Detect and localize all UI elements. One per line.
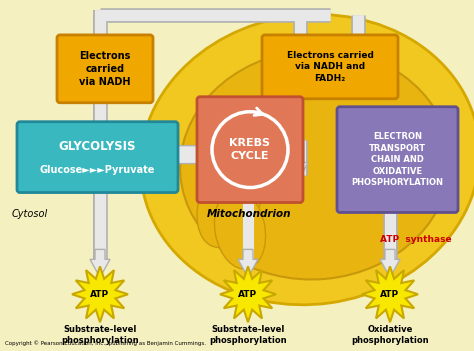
Text: Glucose►►►Pyruvate: Glucose►►►Pyruvate (40, 165, 155, 174)
Text: ATP: ATP (91, 290, 109, 299)
Text: ATP  synthase: ATP synthase (380, 235, 452, 244)
Polygon shape (72, 266, 128, 322)
Ellipse shape (197, 152, 263, 247)
FancyBboxPatch shape (17, 122, 178, 193)
Text: Substrate-level
phosphorylation: Substrate-level phosphorylation (209, 325, 287, 345)
Polygon shape (220, 266, 276, 322)
Text: Oxidative
phosphorylation: Oxidative phosphorylation (351, 325, 429, 345)
Text: Copyright © Pearson Education, Inc., publishing as Benjamin Cummings.: Copyright © Pearson Education, Inc., pub… (5, 340, 206, 346)
Polygon shape (238, 250, 258, 277)
Polygon shape (90, 250, 110, 277)
Ellipse shape (140, 14, 474, 305)
FancyBboxPatch shape (57, 35, 153, 103)
FancyBboxPatch shape (337, 107, 458, 212)
FancyBboxPatch shape (197, 97, 303, 203)
Text: KREBS
CYCLE: KREBS CYCLE (229, 138, 271, 161)
Text: ELECTRON
TRANSPORT
CHAIN AND
OXIDATIVE
PHOSPHORYLATION: ELECTRON TRANSPORT CHAIN AND OXIDATIVE P… (352, 132, 444, 187)
FancyBboxPatch shape (262, 35, 398, 99)
Ellipse shape (214, 190, 265, 269)
Ellipse shape (180, 50, 450, 279)
Polygon shape (292, 138, 308, 178)
Text: Electrons carried
via NADH and
FADH₂: Electrons carried via NADH and FADH₂ (287, 51, 374, 83)
Text: ATP: ATP (238, 290, 257, 299)
Polygon shape (380, 250, 400, 277)
Polygon shape (350, 138, 366, 178)
Text: Substrate-level
phosphorylation: Substrate-level phosphorylation (61, 325, 139, 345)
Text: ATP: ATP (381, 290, 400, 299)
Text: GLYCOLYSIS: GLYCOLYSIS (59, 140, 136, 153)
Polygon shape (175, 140, 225, 170)
Text: Mitochondrion: Mitochondrion (207, 210, 292, 219)
Text: Cytosol: Cytosol (12, 210, 48, 219)
Polygon shape (362, 266, 418, 322)
Text: Electrons
carried
via NADH: Electrons carried via NADH (79, 51, 131, 87)
